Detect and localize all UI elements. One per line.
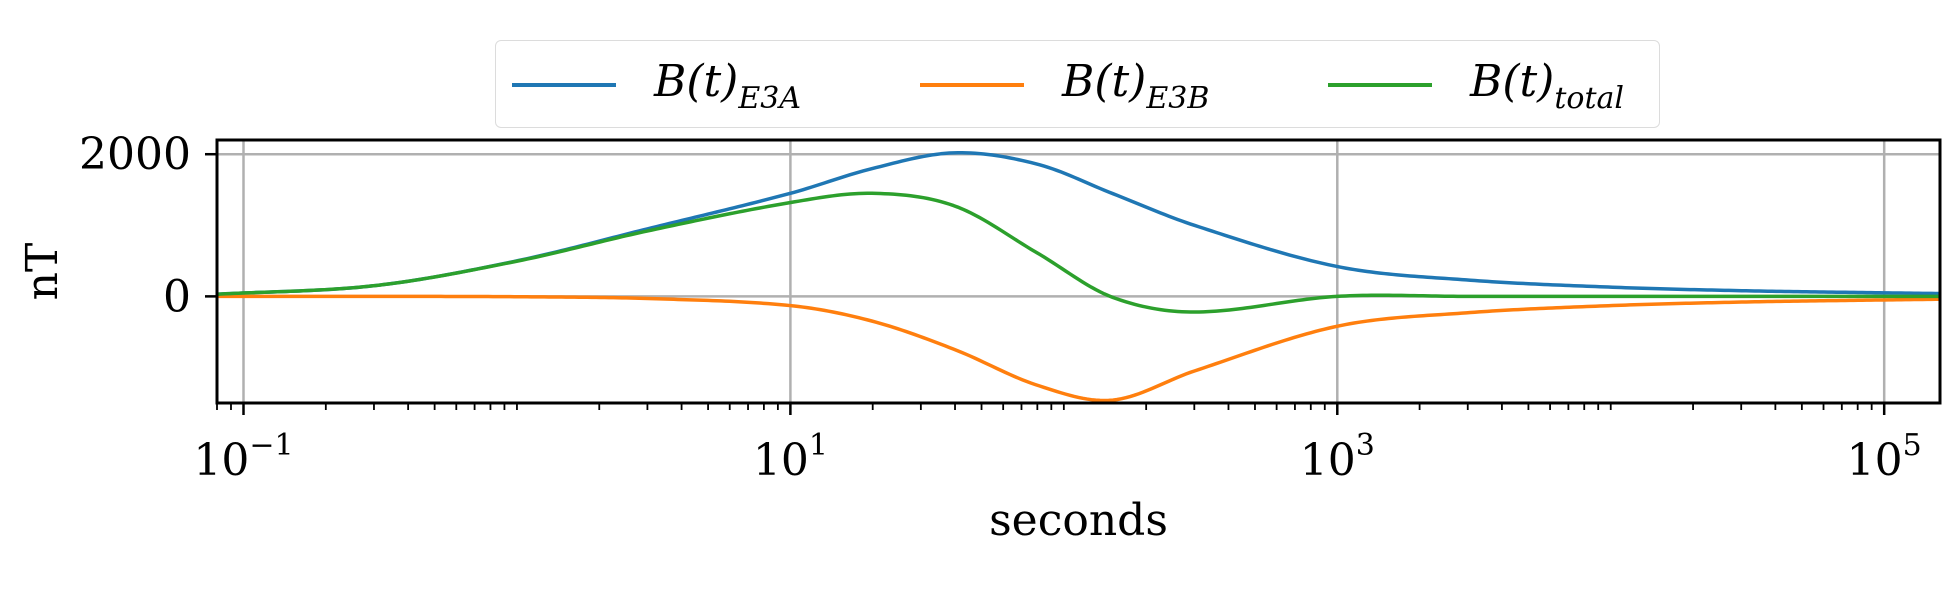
x-tick-label: 105 bbox=[1847, 428, 1922, 486]
x-tick-label: 101 bbox=[753, 428, 828, 486]
legend: B(t)E3A B(t)E3B B(t)total bbox=[495, 40, 1660, 128]
legend-label-e3a: B(t)E3A bbox=[654, 56, 802, 116]
y-tick-label: 2000 bbox=[79, 129, 191, 180]
legend-item-total: B(t)total bbox=[1328, 41, 1624, 129]
legend-item-e3b: B(t)E3B bbox=[920, 41, 1209, 129]
legend-label-e3b: B(t)E3B bbox=[1062, 56, 1210, 116]
ticks bbox=[205, 152, 1886, 415]
legend-item-e3a: B(t)E3A bbox=[512, 41, 801, 129]
legend-line-total bbox=[1328, 83, 1432, 87]
legend-line-e3a bbox=[512, 83, 616, 87]
series-line-total bbox=[216, 191, 1940, 314]
y-tick-label: 0 bbox=[163, 271, 191, 322]
series-line-e3a bbox=[216, 150, 1941, 296]
x-tick-label: 103 bbox=[1300, 428, 1375, 486]
y-axis-title: nT bbox=[17, 243, 68, 301]
x-tick-label: 10−1 bbox=[193, 428, 293, 486]
series-lines bbox=[216, 150, 1941, 403]
series-line-e3b bbox=[217, 294, 1941, 403]
legend-label-total: B(t)total bbox=[1470, 56, 1625, 116]
legend-line-e3b bbox=[920, 83, 1024, 87]
x-axis-title: seconds bbox=[989, 495, 1168, 546]
tick-labels: 10−1 101 103 105 2000 0 bbox=[79, 129, 1922, 486]
plot-frame bbox=[215, 138, 1942, 405]
